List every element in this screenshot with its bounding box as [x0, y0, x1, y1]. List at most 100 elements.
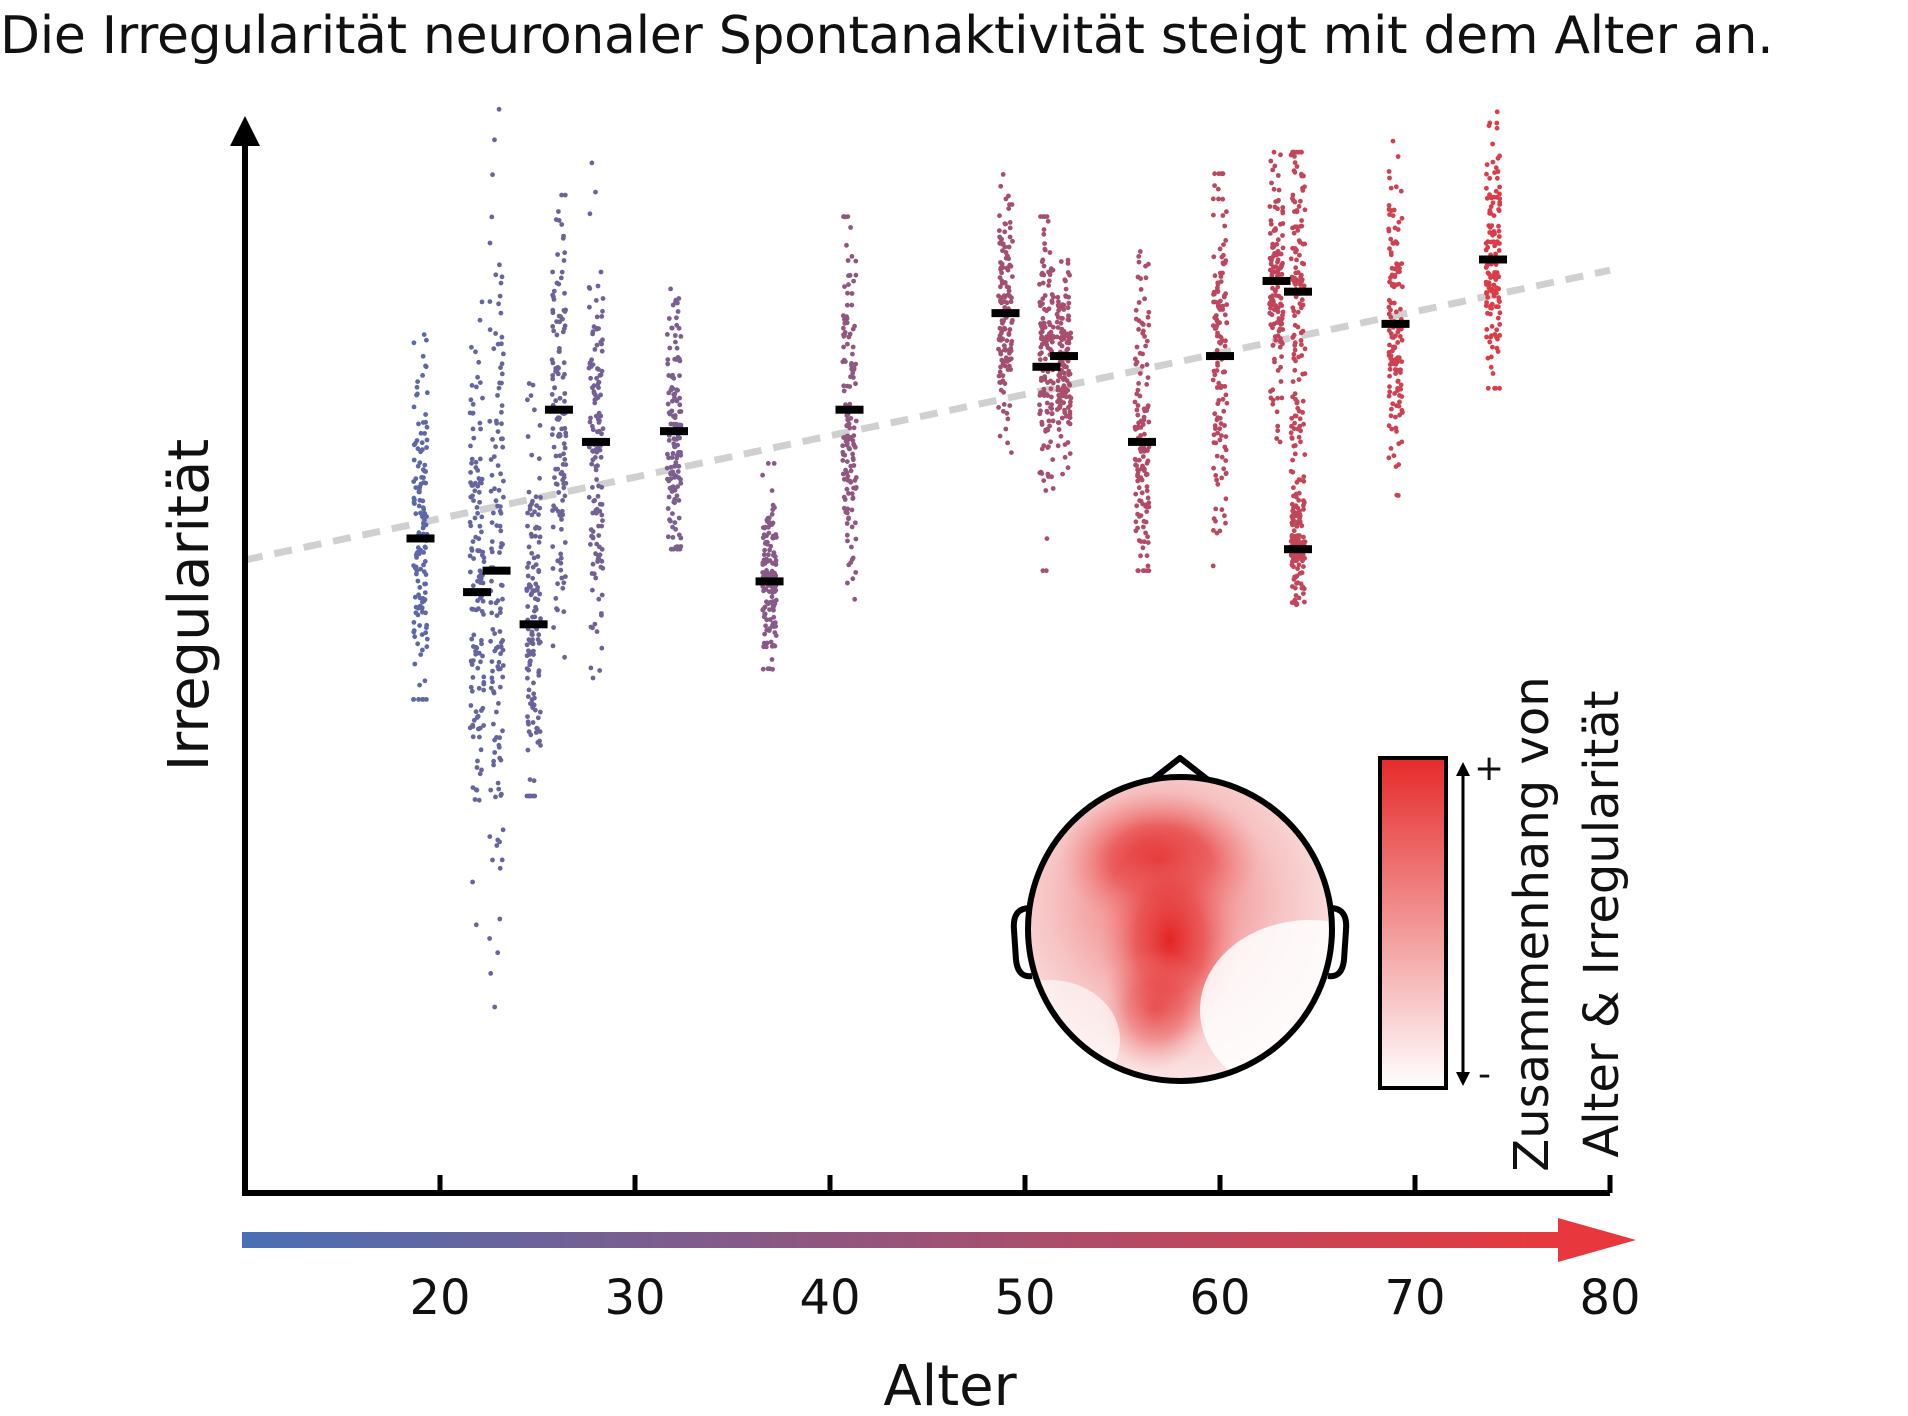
data-point	[1490, 200, 1496, 206]
data-point	[470, 401, 476, 407]
data-point	[1144, 484, 1150, 490]
data-point	[491, 762, 496, 768]
data-point	[1132, 399, 1138, 405]
data-point	[598, 372, 604, 378]
data-point	[1000, 172, 1006, 177]
data-point	[1300, 398, 1306, 404]
data-point	[1494, 327, 1500, 333]
data-point	[596, 596, 602, 602]
data-point	[676, 515, 682, 521]
data-point	[558, 551, 564, 557]
data-point	[767, 666, 773, 672]
data-point	[1005, 253, 1010, 259]
data-point	[418, 566, 423, 572]
data-point	[1393, 371, 1398, 376]
data-point	[587, 304, 592, 310]
data-point	[590, 448, 595, 454]
data-point	[770, 606, 776, 612]
data-point	[419, 475, 424, 480]
data-point	[538, 743, 543, 748]
data-point	[414, 550, 420, 556]
data-point	[1137, 446, 1143, 452]
data-point	[1223, 447, 1229, 453]
data-point	[535, 637, 541, 642]
data-point	[1487, 230, 1493, 235]
data-point	[1388, 252, 1394, 258]
data-point	[415, 545, 421, 551]
data-point	[599, 612, 604, 618]
data-point	[423, 363, 428, 369]
data-point	[550, 524, 556, 530]
data-point	[525, 714, 530, 719]
data-point	[1271, 186, 1277, 192]
data-point	[845, 214, 851, 220]
data-point	[553, 466, 558, 472]
data-point	[848, 225, 853, 230]
data-point	[841, 333, 847, 339]
data-point	[473, 349, 478, 355]
data-point	[1211, 528, 1216, 533]
data-point	[1387, 373, 1392, 379]
data-point	[1142, 466, 1147, 472]
data-point	[1289, 415, 1295, 421]
data-point	[1067, 272, 1072, 278]
data-point	[554, 319, 559, 324]
data-point	[1486, 223, 1492, 229]
data-point	[536, 632, 542, 638]
data-point	[594, 541, 600, 547]
data-point	[424, 424, 430, 430]
data-point	[1280, 260, 1285, 266]
data-point	[1220, 396, 1226, 402]
data-point	[762, 525, 767, 531]
data-point	[1145, 495, 1151, 501]
data-point	[424, 437, 430, 443]
data-point	[761, 644, 766, 650]
data-point	[1133, 528, 1139, 534]
data-point	[1008, 341, 1014, 347]
data-point	[773, 533, 779, 539]
data-point	[1210, 196, 1216, 202]
data-point	[843, 359, 848, 364]
median-marker	[582, 437, 610, 446]
data-point	[1275, 237, 1281, 243]
data-point	[1004, 284, 1010, 290]
data-point	[1496, 234, 1502, 239]
data-point	[598, 269, 604, 275]
data-point	[1039, 419, 1045, 425]
data-point	[420, 498, 426, 504]
scalp-topography	[1010, 755, 1350, 1084]
data-point	[1396, 355, 1402, 361]
data-point	[1064, 340, 1070, 345]
data-point	[593, 575, 599, 581]
data-point	[1145, 540, 1151, 545]
data-point	[760, 666, 766, 672]
data-point	[496, 106, 502, 112]
data-point	[495, 429, 501, 434]
data-point	[1220, 171, 1226, 177]
data-point	[674, 398, 680, 404]
data-point	[487, 240, 493, 246]
data-point	[1049, 411, 1055, 416]
data-point	[1387, 279, 1392, 285]
data-point	[1488, 334, 1493, 340]
data-point	[1041, 272, 1047, 278]
median-marker	[482, 566, 511, 575]
data-point	[1292, 597, 1298, 603]
data-point	[599, 512, 605, 518]
data-point	[849, 491, 855, 497]
data-point	[672, 520, 678, 525]
data-point	[1273, 199, 1279, 205]
data-point	[1279, 303, 1285, 308]
data-point	[841, 388, 847, 394]
data-point	[1388, 413, 1394, 419]
data-point	[668, 518, 673, 524]
data-point	[537, 534, 543, 540]
data-point	[1272, 307, 1277, 313]
data-point	[1135, 387, 1141, 393]
data-point	[1068, 399, 1073, 405]
data-point	[556, 218, 562, 223]
data-point	[666, 316, 672, 321]
data-point	[490, 668, 495, 674]
data-point	[1223, 238, 1229, 243]
data-point	[490, 172, 495, 178]
